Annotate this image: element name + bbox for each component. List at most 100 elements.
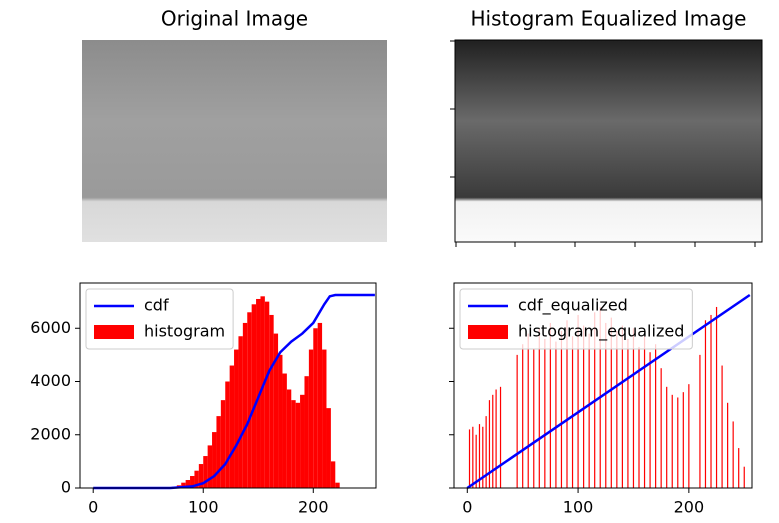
bar <box>555 341 557 488</box>
bar <box>527 333 529 488</box>
chart-title: Histogram Equalized Image <box>471 7 747 31</box>
bar <box>605 322 607 488</box>
legend-patch <box>94 325 134 339</box>
bar <box>588 333 590 488</box>
axes-frame <box>453 282 753 489</box>
bar <box>621 325 623 488</box>
bar <box>260 296 265 488</box>
legend-patch <box>468 325 508 339</box>
x-tick-label: 200 <box>674 498 705 517</box>
bar <box>482 426 484 488</box>
bar <box>304 376 309 488</box>
bar <box>732 421 734 488</box>
bar <box>335 482 340 488</box>
bar <box>256 298 261 488</box>
bar <box>688 384 690 488</box>
bar <box>295 402 301 488</box>
y-tick-label: 2000 <box>30 424 71 443</box>
bar <box>216 416 221 488</box>
bar <box>485 416 487 488</box>
bar <box>478 424 481 488</box>
bar <box>699 354 701 488</box>
bar <box>522 344 524 488</box>
bar <box>721 365 723 488</box>
bar <box>560 330 563 488</box>
bar <box>544 338 546 488</box>
legend-box <box>459 288 693 350</box>
bar <box>643 336 646 488</box>
x-tick-label: 0 <box>88 498 98 517</box>
bar <box>632 328 635 488</box>
bar <box>475 434 477 488</box>
bar <box>234 349 239 488</box>
y-tick-label: 4000 <box>30 371 71 390</box>
bar <box>229 365 235 488</box>
bar <box>269 314 274 488</box>
x-tick-label: 200 <box>298 498 329 517</box>
bar <box>516 354 518 488</box>
line <box>93 293 375 490</box>
bar <box>704 320 707 488</box>
bar <box>278 354 283 488</box>
equalized-image <box>454 39 763 243</box>
legend-label: cdf <box>144 296 169 315</box>
x-tick-label: 100 <box>563 498 594 517</box>
bar <box>330 461 336 488</box>
bar <box>212 432 217 488</box>
bar <box>472 426 474 488</box>
bar <box>317 322 323 488</box>
original-image <box>82 40 387 242</box>
bar <box>549 322 551 488</box>
bar <box>727 402 729 488</box>
bar <box>571 336 574 488</box>
y-tick-label: 0 <box>61 478 71 497</box>
bar <box>468 429 471 488</box>
bar <box>220 400 226 488</box>
bar <box>273 333 279 488</box>
line <box>466 293 751 490</box>
bar <box>710 314 712 488</box>
bar <box>207 445 213 488</box>
legend-label: histogram_equalized <box>518 322 684 342</box>
y-tick-label: 6000 <box>30 318 71 337</box>
legend-label: histogram <box>144 322 225 341</box>
bar <box>677 397 679 488</box>
bar <box>203 456 208 488</box>
bar <box>538 328 540 488</box>
bar <box>286 389 292 488</box>
bar <box>322 349 327 488</box>
bar <box>738 448 740 488</box>
bar <box>577 314 579 488</box>
bar <box>715 306 718 488</box>
bar <box>194 470 199 488</box>
bar <box>198 464 204 488</box>
bar <box>300 394 305 488</box>
bar <box>499 386 502 488</box>
bar <box>225 381 230 488</box>
bar <box>682 392 684 488</box>
bar <box>313 328 318 488</box>
bar <box>627 338 629 488</box>
bar <box>660 368 662 488</box>
bar <box>488 400 491 488</box>
bar <box>185 480 191 488</box>
bar <box>533 349 535 488</box>
bar <box>495 389 497 488</box>
bar <box>251 304 257 488</box>
bar <box>492 394 494 488</box>
bar <box>616 330 618 488</box>
axes-frame <box>79 282 377 489</box>
bar <box>190 476 195 488</box>
bar <box>649 352 651 488</box>
bar <box>291 400 296 488</box>
chart-title: Original Image <box>161 7 308 31</box>
bar <box>326 408 331 488</box>
bar <box>566 320 568 488</box>
x-tick-label: 100 <box>188 498 219 517</box>
bar <box>666 386 668 488</box>
legend-label: cdf_equalized <box>518 296 628 316</box>
bar <box>308 349 314 488</box>
x-tick-label: 0 <box>462 498 472 517</box>
